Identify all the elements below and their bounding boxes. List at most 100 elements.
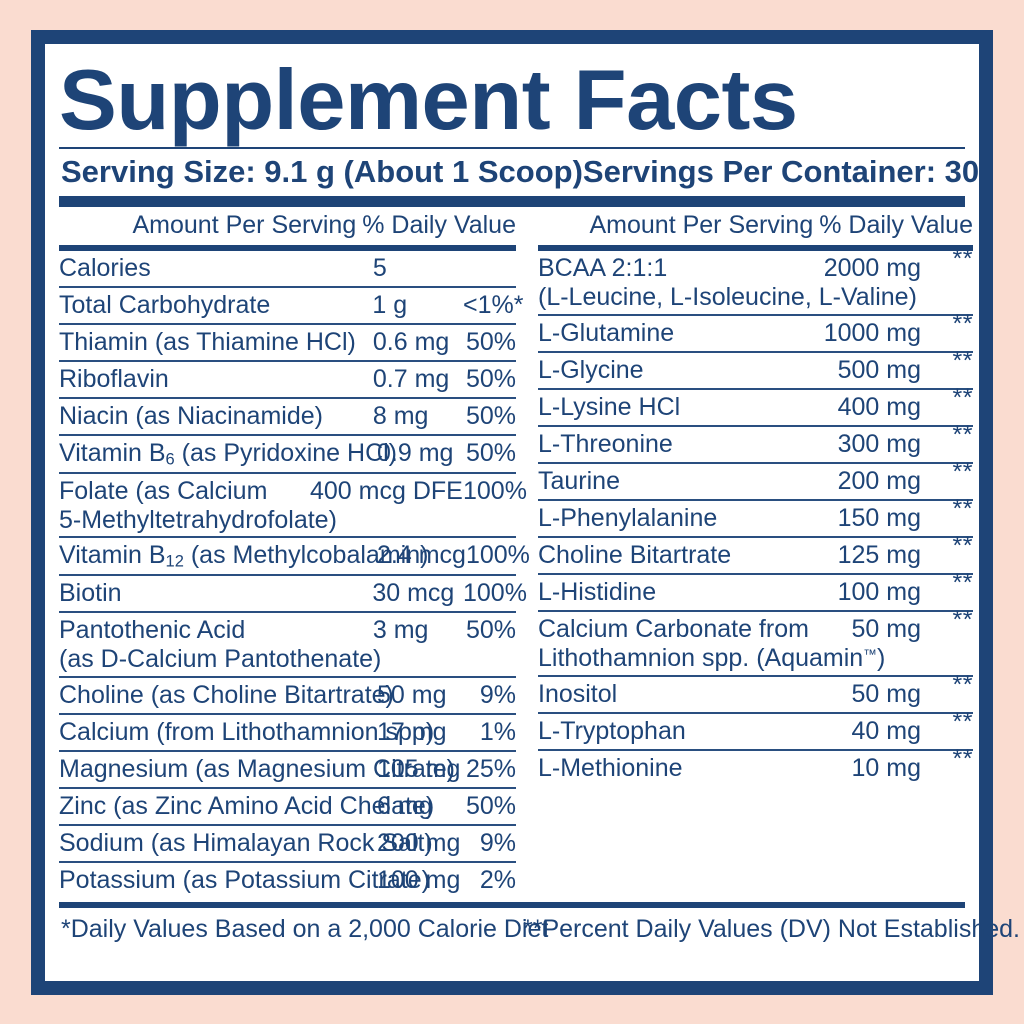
nutrient-amount: 30 mcg [372, 579, 455, 607]
nutrient-amount: 0.9 mg [377, 439, 454, 467]
table-row: L-Lysine HCl 400 mg ** [538, 384, 973, 427]
nutrient-name: L-Methionine [538, 753, 683, 782]
row-primary-line: Total Carbohydrate 1 g <1%* [59, 291, 523, 320]
nutrient-amount: 200 mg [837, 466, 921, 495]
nutrient-daily-value: ** [952, 420, 973, 449]
nutrient-amount: 8 mg [372, 402, 429, 430]
header-bar [59, 196, 965, 207]
table-row: L-Glycine 500 mg ** [538, 347, 973, 390]
footnote-daily-values: *Daily Values Based on a 2,000 Calorie D… [61, 914, 549, 943]
nutrient-amount: 10 mg [851, 753, 921, 782]
nutrient-name: Sodium (as Himalayan Rock Salt) [59, 828, 433, 857]
nutrient-name: Niacin (as Niacinamide) [59, 402, 323, 430]
servings-per-container: Servings Per Container: 30 [582, 154, 980, 189]
table-row: Choline Bitartrate 125 mg ** [538, 532, 973, 575]
nutrient-amount: 50 mg [851, 614, 921, 643]
nutrient-amount: 300 mg [837, 429, 921, 458]
row-primary-line: L-Methionine 10 mg ** [538, 745, 973, 783]
table-row: Vitamin B12 (as Methylcobalamin) 2.4 mcg 1… [59, 538, 530, 576]
row-primary-line: Pantothenic Acid 3 mg 50% [59, 616, 516, 645]
nutrient-daily-value: ** [952, 346, 973, 375]
nutrient-daily-value: 100% [463, 579, 527, 607]
nutrient-name: L-Glycine [538, 355, 644, 384]
nutrient-amount: 100 mg [837, 577, 921, 606]
nutrient-amount: 2000 mg [823, 254, 921, 282]
row-primary-line: L-Lysine HCl 400 mg ** [538, 384, 973, 422]
nutrient-daily-value: ** [952, 457, 973, 486]
serving-info: Serving Size: 9.1 g (About 1 Scoop) Serv… [59, 149, 979, 196]
nutrient-daily-value: ** [952, 707, 973, 736]
left-column-headers: Amount Per Serving% Daily Value [59, 207, 517, 245]
nutrient-daily-value: 50% [465, 791, 516, 820]
table-row: Niacin (as Niacinamide) 8 mg 50% [59, 399, 516, 436]
nutrient-name-subscript: 6 [165, 450, 175, 469]
nutrient-daily-value: ** [952, 245, 973, 273]
table-row: Vitamin B6 (as Pyridoxine HCl) 0.9 mg 50% [59, 436, 516, 474]
nutrient-daily-value: ** [952, 744, 973, 773]
table-row: Riboflavin 0.7 mg 50% [59, 362, 516, 399]
nutrient-amount: 2.4 mcg [377, 541, 466, 570]
nutrient-daily-value: 9% [479, 828, 516, 857]
nutrient-daily-value: ** [952, 383, 973, 412]
nutrient-daily-value: 50% [465, 616, 516, 644]
table-row: L-Tryptophan 40 mg ** [538, 708, 973, 751]
title-divider [59, 147, 965, 149]
row-primary-line: Thiamin (as Thiamine HCl) 0.6 mg 50% [59, 328, 516, 357]
table-row: Calcium Carbonate from 50 mg ** Lithothamni… [538, 606, 973, 677]
nutrient-amount: 200 mg [377, 828, 461, 857]
nutrient-name: L-Threonine [538, 429, 673, 458]
table-row: Thiamin (as Thiamine HCl) 0.6 mg 50% [59, 325, 516, 362]
nutrient-daily-value: 50% [465, 402, 516, 430]
row-primary-line: Calcium Carbonate from 50 mg ** [538, 606, 973, 644]
row-primary-line: Vitamin B6 (as Pyridoxine HCl) 0.9 mg 50% [59, 439, 516, 470]
table-row: Potassium (as Potassium Citrate) 100 mg 2% [59, 863, 516, 898]
nutrient-name: Folate (as Calcium [59, 476, 268, 505]
nutrient-name-continued: (L-Leucine, L-Isoleucine, L-Valine) [538, 283, 917, 311]
nutrient-amount: 40 mg [851, 716, 921, 745]
nutrient-name: Calcium (from Lithothamnion spp) [59, 717, 435, 746]
table-row: Biotin 30 mcg 100% [59, 576, 527, 613]
row-primary-line: Choline Bitartrate 125 mg ** [538, 532, 973, 570]
table-row: Total Carbohydrate 1 g <1%* [59, 288, 523, 325]
left-header-rule [59, 245, 516, 251]
table-row: Sodium (as Himalayan Rock Salt) 200 mg 9% [59, 826, 516, 863]
nutrient-name: L-Glutamine [538, 318, 675, 347]
row-primary-line: Potassium (as Potassium Citrate) 100 mg 2% [59, 866, 516, 895]
nutrient-columns: Amount Per Serving% Daily Value Calories… [59, 207, 973, 898]
row-primary-line: Vitamin B12 (as Methylcobalamin) 2.4 mcg 1… [59, 541, 530, 572]
nutrient-name: Pantothenic Acid [59, 616, 246, 644]
right-column-headers: Amount Per Serving% Daily Value [538, 207, 974, 245]
row-primary-line: L-Tryptophan 40 mg ** [538, 708, 973, 746]
nutrient-name: BCAA 2:1:1 [538, 254, 668, 282]
nutrient-name: Choline Bitartrate [538, 540, 732, 569]
nutrient-amount: 0.6 mg [372, 328, 450, 356]
row-primary-line: Taurine 200 mg ** [538, 458, 973, 496]
table-row: L-Histidine 100 mg ** [538, 569, 973, 612]
nutrient-name: Choline (as Choline Bitartrate) [59, 680, 394, 709]
nutrient-amount: 3 mg [372, 616, 429, 644]
nutrient-daily-value: 1% [479, 717, 516, 746]
table-row: BCAA 2:1:1 2000 mg ** (L-Leucine, L-Isoleuc… [538, 245, 973, 316]
table-row: Zinc (as Zinc Amino Acid Chelate) 6 mg 50% [59, 789, 516, 826]
nutrient-name: Vitamin B12 (as Methylcobalamin) [59, 541, 429, 571]
table-row: L-Phenylalanine 150 mg ** [538, 495, 973, 538]
nutrient-daily-value: 25% [465, 754, 516, 783]
table-row: L-Threonine 300 mg ** [538, 421, 973, 464]
table-row: Inositol 50 mg ** [538, 671, 973, 714]
footer-rule-wrap [59, 898, 965, 908]
nutrient-amount: 100 mg [377, 865, 461, 894]
table-row: L-Methionine 10 mg ** [538, 745, 973, 786]
row-primary-line: L-Glutamine 1000 mg ** [538, 310, 973, 348]
row-primary-line: Niacin (as Niacinamide) 8 mg 50% [59, 402, 516, 431]
row-primary-line: BCAA 2:1:1 2000 mg ** [538, 245, 973, 283]
nutrient-name: Taurine [538, 466, 620, 495]
footnotes: *Daily Values Based on a 2,000 Calorie D… [59, 908, 1020, 952]
nutrient-name-continued: (as D-Calcium Pantothenate) [59, 645, 382, 673]
row-primary-line: Inositol 50 mg ** [538, 671, 973, 709]
nutrient-name: Total Carbohydrate [59, 291, 271, 319]
nutrient-name: L-Phenylalanine [538, 503, 718, 532]
nutrient-name: L-Lysine HCl [538, 392, 681, 421]
nutrient-amount: 500 mg [837, 355, 921, 384]
nutrient-amount: 6 mg [377, 791, 433, 820]
